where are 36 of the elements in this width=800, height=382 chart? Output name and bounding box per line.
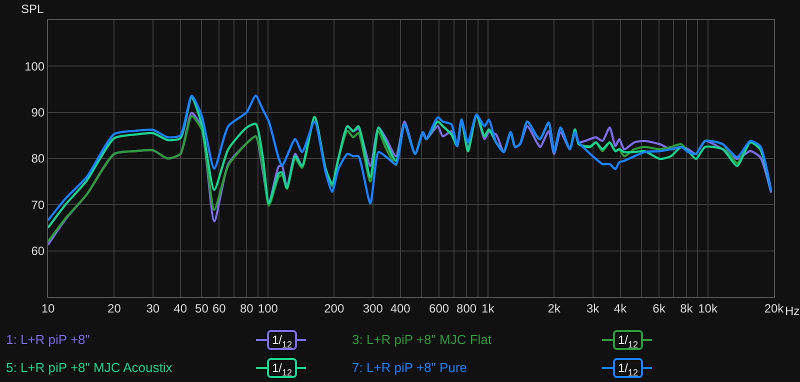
text: 3: L+R piP +8" MJC Flat	[352, 332, 492, 347]
x-tick-label: 80	[240, 301, 254, 316]
y-tick-label: 100	[24, 59, 45, 74]
x-tick-label: 50	[195, 301, 209, 316]
text: 1/$_{12}$	[613, 330, 643, 350]
x-tick-label: 20	[108, 301, 122, 316]
x-tick-label: 2k	[548, 301, 562, 316]
x-tick-label: 800	[456, 301, 477, 316]
x-tick-label: 1k	[482, 301, 496, 316]
y-tick-label: 60	[31, 244, 45, 258]
x-tick-label: 10k	[698, 301, 718, 316]
text: 5: L+R piP +8" MJC Acoustix	[6, 360, 172, 375]
x-tick-label: 40	[174, 301, 188, 316]
y-axis-title: SPL	[21, 2, 44, 16]
x-tick-label: 400	[390, 301, 411, 316]
x-tick-label: 300	[362, 301, 384, 316]
x-tick-label: 60	[212, 301, 226, 316]
x-tick-label: 200	[324, 301, 344, 316]
x-tick-label: 4k	[614, 301, 628, 316]
text: 1/$_{12}$	[267, 358, 297, 378]
text: 1/$_{12}$	[613, 358, 643, 378]
x-axis-title: Hz	[785, 304, 800, 318]
x-tick-label: 10	[41, 301, 55, 316]
x-tick-label: 100	[258, 301, 278, 316]
text: 1: L+R piP +8"	[6, 332, 90, 347]
y-tick-label: 90	[31, 106, 45, 120]
x-tick-label: 30	[146, 301, 160, 316]
x-tick-label: 3k	[586, 301, 600, 316]
x-tick-label: 8k	[680, 301, 694, 316]
y-tick-label: 70	[31, 198, 45, 212]
text: 7: L+R piP +8" Pure	[352, 360, 467, 375]
text: 1/$_{12}$	[267, 330, 297, 350]
x-tick-label: 6k	[652, 301, 666, 316]
y-tick-label: 80	[31, 152, 45, 166]
x-tick-label: 20k	[764, 301, 785, 316]
x-tick-label: 600	[429, 301, 450, 316]
